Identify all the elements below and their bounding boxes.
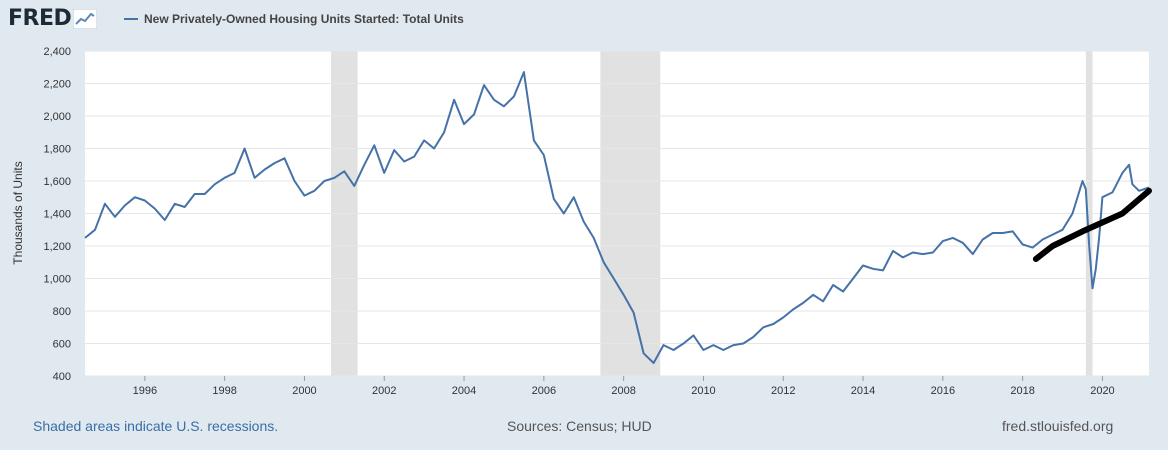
line-chart-icon [73,8,98,29]
legend: New Privately-Owned Housing Units Starte… [124,12,464,26]
y-axis-label: Thousands of Units [11,161,25,264]
y-tick-label: 600 [53,339,71,351]
site-link[interactable]: fred.stlouisfed.org [1002,418,1114,434]
y-tick-label: 800 [53,306,71,318]
x-tick-label: 2000 [292,385,316,397]
x-tick-label: 2006 [532,385,556,397]
x-tick-label: 2014 [851,385,875,397]
x-tick-label: 2012 [771,385,795,397]
x-tick-label: 2010 [691,385,715,397]
recession-note: Shaded areas indicate U.S. recessions. [33,418,279,434]
y-axis-ticks: 400 600 800 1,000 1,200 1,400 1,600 1,800 2,000 2… [43,46,71,383]
y-tick-label: 1,600 [43,176,71,188]
annotation-layer [1032,187,1152,262]
x-tick-label: 1996 [133,385,157,397]
y-tick-label: 2,200 [43,79,71,91]
x-tick-label: 2002 [372,385,396,397]
sources-note: Sources: Census; HUD [507,418,652,434]
y-tick-label: 1,000 [43,274,71,286]
legend-swatch [124,18,138,20]
y-tick-label: 1,400 [43,209,71,221]
y-tick-label: 1,800 [43,144,71,156]
grid-lines [85,50,1149,377]
y-tick-label: 2,000 [43,111,71,123]
series-line [84,71,1150,364]
series-layer [84,71,1150,364]
line-chart: 400 600 800 1,000 1,200 1,400 1,600 1,800 2,000 2… [11,46,1152,397]
x-tick-label: 2020 [1090,385,1114,397]
x-tick-label: 2018 [1010,385,1034,397]
y-tick-label: 1,200 [43,241,71,253]
legend-label: New Privately-Owned Housing Units Starte… [144,12,464,26]
x-tick-label: 2008 [611,385,635,397]
x-tick-label: 2016 [931,385,955,397]
x-tick-label: 2004 [452,385,476,397]
y-tick-label: 2,400 [43,46,71,58]
logo-text: FRED [8,6,72,31]
x-axis-ticks: 1996 1998 2000 2002 2004 2006 2008 2010 2012 2014… [133,376,1115,397]
annotation-trend-line [1032,187,1152,262]
y-tick-label: 400 [53,371,71,383]
fred-logo[interactable]: FRED [8,6,98,31]
x-tick-label: 1998 [212,385,236,397]
